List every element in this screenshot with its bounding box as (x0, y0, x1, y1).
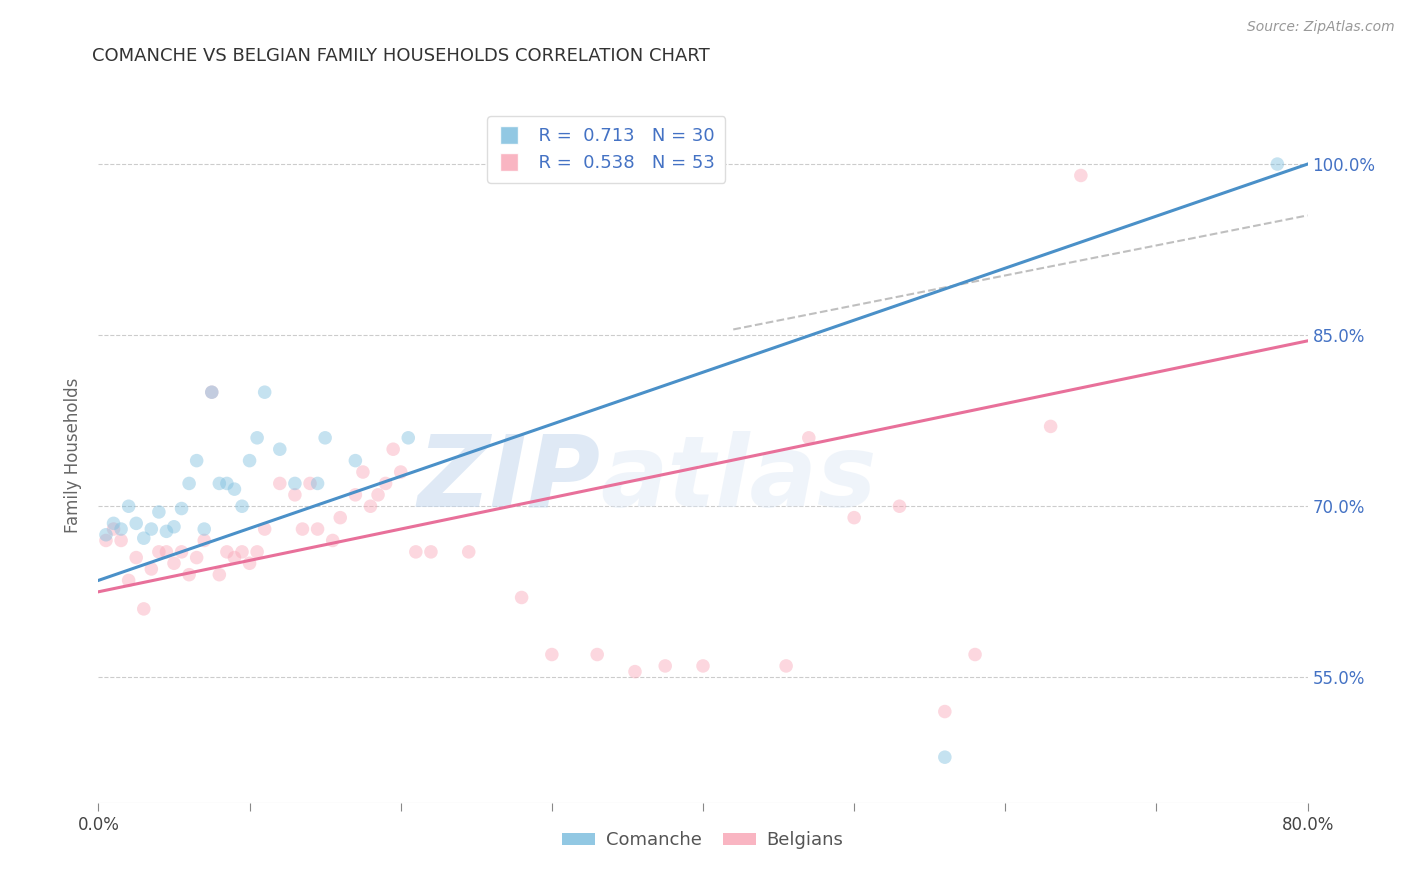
Point (201, 385, 224, 400)
Point (148, 505, 170, 519)
Point (329, 510, 352, 524)
Legend: Comanche, Belgians: Comanche, Belgians (555, 824, 851, 856)
Point (269, 476, 291, 491)
Point (132, 531, 155, 545)
Point (775, 659, 797, 673)
Point (170, 545, 193, 559)
Point (132, 602, 155, 616)
Point (103, 516, 125, 531)
Point (224, 482, 246, 496)
Point (299, 476, 322, 491)
Y-axis label: Family Households: Family Households (65, 377, 83, 533)
Point (374, 476, 396, 491)
Point (396, 431, 419, 445)
Point (118, 574, 141, 588)
Point (253, 385, 276, 400)
Point (103, 522, 125, 536)
Point (367, 488, 389, 502)
Point (284, 476, 307, 491)
Point (307, 522, 329, 536)
Point (420, 545, 443, 559)
Point (889, 500, 911, 514)
Point (934, 705, 956, 719)
Point (141, 562, 163, 576)
Point (186, 453, 208, 467)
Point (797, 431, 820, 445)
Point (148, 545, 170, 559)
Point (94, 533, 117, 548)
Point (307, 476, 329, 491)
Point (239, 453, 262, 467)
Point (155, 524, 177, 539)
Point (215, 476, 238, 491)
Point (344, 488, 367, 502)
Point (239, 556, 262, 570)
Point (284, 488, 307, 502)
Point (186, 550, 208, 565)
Point (201, 385, 224, 400)
Point (269, 442, 291, 457)
Point (965, 648, 987, 662)
Point (586, 648, 609, 662)
Point (231, 545, 253, 559)
Point (231, 500, 253, 514)
Point (125, 516, 148, 531)
Point (314, 431, 336, 445)
Point (360, 500, 382, 514)
Point (224, 550, 246, 565)
Point (540, 648, 562, 662)
Point (389, 465, 412, 479)
Point (1039, 419, 1062, 434)
Point (624, 665, 647, 679)
Point (208, 567, 231, 582)
Point (163, 556, 186, 570)
Text: Source: ZipAtlas.com: Source: ZipAtlas.com (1247, 20, 1395, 34)
Point (215, 545, 238, 559)
Point (94, 528, 117, 542)
Point (692, 659, 714, 673)
Point (654, 659, 676, 673)
Point (457, 545, 479, 559)
Point (170, 501, 193, 516)
Point (1070, 169, 1092, 183)
Point (125, 550, 148, 565)
Point (322, 533, 344, 548)
Point (246, 545, 269, 559)
Point (179, 567, 201, 582)
Point (344, 453, 367, 467)
Point (253, 522, 276, 536)
Point (141, 522, 163, 536)
Point (179, 476, 201, 491)
Point (193, 522, 215, 536)
Point (510, 591, 533, 605)
Text: ZIP: ZIP (418, 431, 600, 528)
Point (155, 545, 177, 559)
Point (110, 522, 132, 536)
Point (934, 750, 956, 764)
Point (291, 522, 314, 536)
Point (405, 545, 427, 559)
Point (208, 476, 231, 491)
Text: atlas: atlas (600, 431, 877, 528)
Point (1267, 157, 1289, 171)
Point (844, 510, 866, 524)
Text: COMANCHE VS BELGIAN FAMILY HOUSEHOLDS CORRELATION CHART: COMANCHE VS BELGIAN FAMILY HOUSEHOLDS CO… (93, 47, 710, 65)
Point (193, 533, 215, 548)
Point (118, 500, 141, 514)
Point (246, 431, 269, 445)
Point (163, 520, 186, 534)
Point (352, 465, 374, 479)
Point (110, 533, 132, 548)
Point (382, 442, 405, 457)
